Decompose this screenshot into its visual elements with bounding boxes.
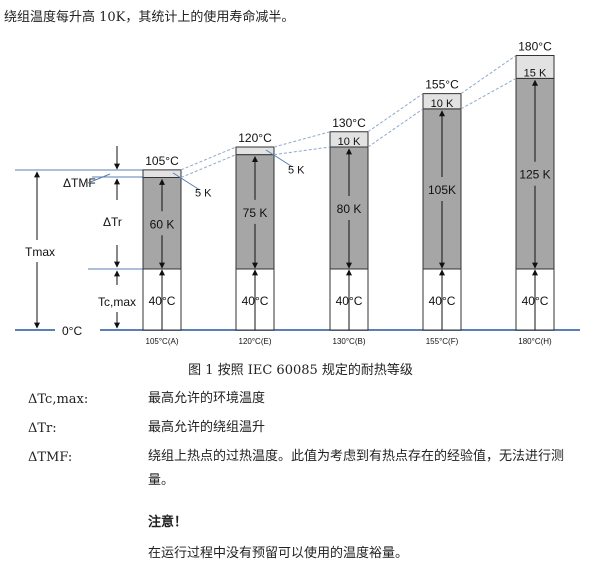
ambient-label: 40°C [429,294,456,308]
class-label: 130°C(B) [333,337,366,346]
ambient-label: 40°C [522,294,549,308]
intro-text: 绕组温度每升高 10K，其统计上的使用寿命减半。 [4,10,295,25]
dashed-connector-top [367,93,424,133]
hotspot-leader [265,149,293,168]
class-label: 155°C(F) [426,337,459,346]
ambient-label: 40°C [149,294,176,308]
definition-term: ΔTMF: [28,450,73,465]
note-text: 在运行过程中没有预留可以使用的温度裕量。 [148,546,409,561]
hotspot-label: 10 K [431,98,454,110]
definition-term: ΔTc,max: [28,392,89,407]
definition-term: ΔTr: [28,421,57,436]
definition-desc: 绕组上热点的过热温度。此值为考虑到有热点存在的经验值，无法进行测量。 [148,449,565,488]
hotspot-label: 5 K [288,165,305,177]
hotspot-segment [329,131,369,148]
tmf-leader [87,173,111,184]
dashed-connector-hotspot [367,108,424,148]
class-top-temp: 105°C [145,154,179,168]
class-top-temp: 155°C [425,78,459,92]
hotspot-segment [142,169,182,178]
hotspot-label: 5 K [195,188,212,200]
heat-class-diagram: Tmax ΔTMF ΔTr Tc,max 0°C 60 K 40°C 105°C 10… [15,40,580,346]
class-label: 105°C(A) [146,337,179,346]
definition-desc: 最高允许的绕组温升 [148,420,266,435]
rise-label: 105K [428,183,456,197]
dashed-connector-top [460,55,517,95]
tmf-label: ΔTMF [63,176,96,190]
hotspot-segment [515,55,555,79]
ambient-label: 40°C [336,294,363,308]
dashed-connector-hotspot [180,154,237,178]
class-top-temp: 180°C [518,40,552,54]
ambient-label: 40°C [242,294,269,308]
dashed-connector-top [273,131,331,148]
dashed-connector-hotspot [460,77,517,110]
class-label: 120°C(E) [239,337,272,346]
class-label: 180°C(H) [518,337,552,346]
hotspot-leader [172,172,200,190]
zero-label: 0°C [62,324,82,338]
rise-label: 80 K [337,202,362,216]
hotspot-label: 15 K [524,67,547,79]
rise-label: 125 K [519,168,550,182]
hotspot-label: 10 K [338,136,361,148]
tr-label: ΔTr [103,215,122,229]
tmax-label: Tmax [25,245,55,259]
rise-label: 60 K [150,217,175,231]
class-top-temp: 120°C [238,131,272,145]
hotspot-segment [422,93,462,110]
tcmax-label: Tc,max [98,295,136,309]
hotspot-segment [235,146,275,156]
definition-desc: 最高允许的环境温度 [148,391,266,406]
dashed-connector-hotspot [273,146,331,156]
note-title: 注意！ [148,515,188,530]
figure-caption: 图 1 按照 IEC 60085 规定的耐热等级 [188,363,413,378]
class-top-temp: 130°C [332,116,366,130]
rise-label: 75 K [243,206,268,220]
